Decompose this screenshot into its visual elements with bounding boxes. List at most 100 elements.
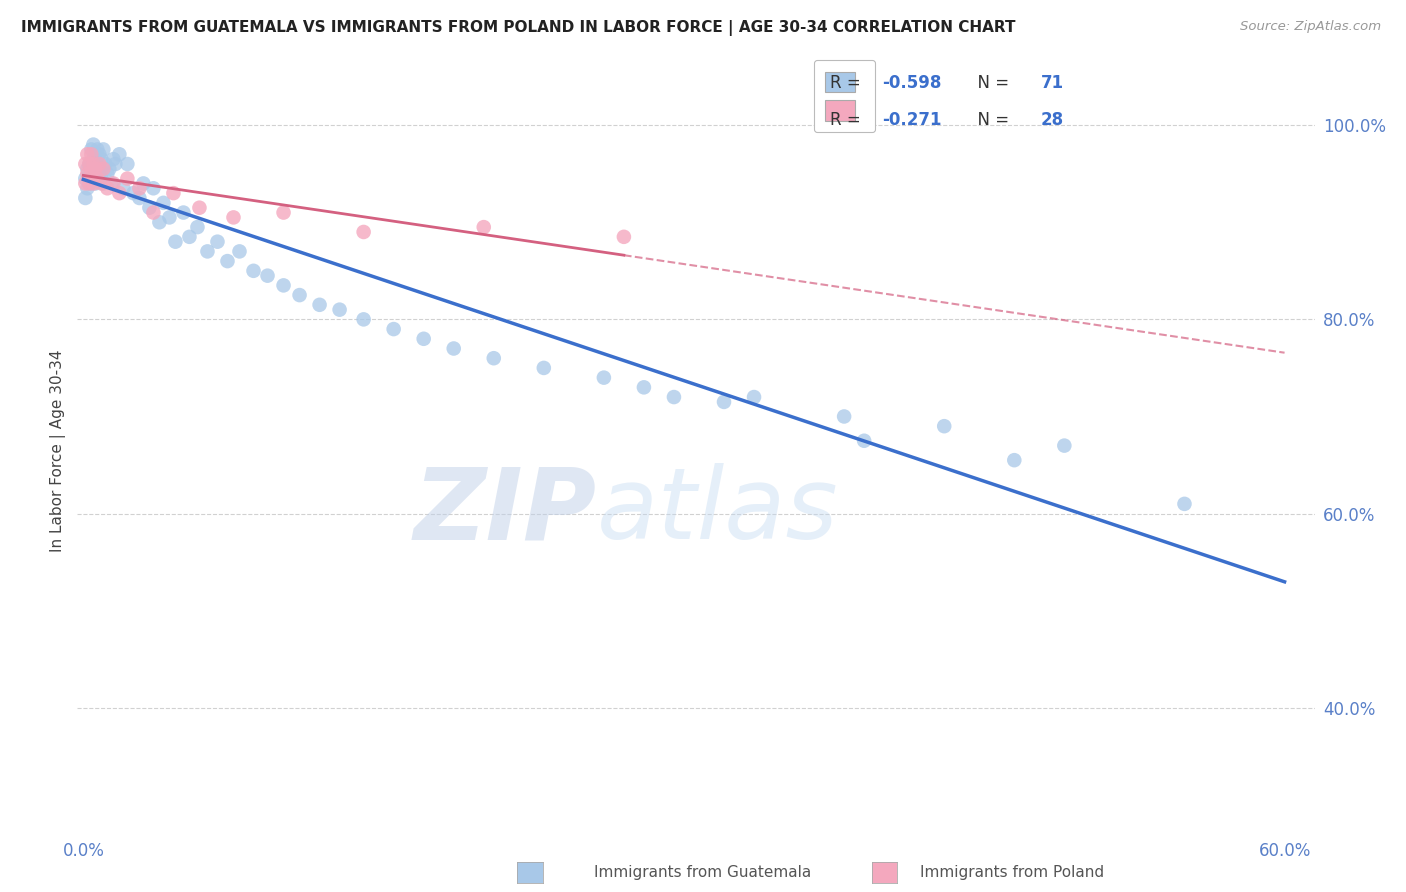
- Point: [853, 434, 876, 448]
- Text: 28: 28: [1040, 111, 1064, 128]
- Point: [108, 186, 131, 201]
- Point: [82, 177, 104, 191]
- Point: [79, 157, 101, 171]
- Point: [75, 157, 97, 171]
- Point: [90, 152, 112, 166]
- Point: [84, 147, 107, 161]
- Point: [75, 177, 97, 191]
- Point: [96, 167, 118, 181]
- Point: [207, 235, 229, 249]
- Point: [93, 177, 115, 191]
- Point: [222, 211, 245, 225]
- Point: [122, 186, 145, 201]
- Legend: , : ,: [814, 60, 876, 132]
- Point: [94, 157, 117, 171]
- Point: [273, 205, 295, 219]
- Point: [90, 177, 112, 191]
- Text: N =: N =: [966, 111, 1014, 128]
- Point: [165, 235, 187, 249]
- Point: [353, 312, 375, 326]
- Point: [112, 181, 135, 195]
- Point: [142, 181, 165, 195]
- Point: [633, 380, 655, 394]
- Point: [308, 298, 330, 312]
- Point: [104, 157, 127, 171]
- Point: [79, 177, 101, 191]
- Text: R =: R =: [831, 111, 866, 128]
- Text: ZIP: ZIP: [413, 463, 598, 560]
- Point: [353, 225, 375, 239]
- Point: [80, 171, 103, 186]
- Point: [1173, 497, 1195, 511]
- Point: [186, 220, 208, 235]
- Point: [93, 161, 115, 176]
- Point: [172, 205, 194, 219]
- Point: [103, 177, 125, 191]
- Point: [138, 201, 160, 215]
- Point: [76, 167, 98, 181]
- Point: [86, 171, 108, 186]
- Point: [76, 181, 98, 195]
- Point: [117, 157, 139, 171]
- Point: [242, 264, 264, 278]
- Point: [79, 177, 101, 191]
- Point: [1053, 439, 1076, 453]
- Point: [533, 360, 555, 375]
- Point: [82, 152, 104, 166]
- Point: [443, 342, 465, 356]
- Point: [75, 191, 97, 205]
- Point: [592, 370, 614, 384]
- Point: [90, 171, 112, 186]
- Point: [103, 152, 125, 166]
- Text: atlas: atlas: [598, 463, 838, 560]
- Point: [93, 143, 115, 157]
- Point: [482, 351, 505, 366]
- Point: [273, 278, 295, 293]
- Point: [96, 181, 118, 195]
- Point: [613, 230, 636, 244]
- Point: [86, 143, 108, 157]
- Point: [84, 177, 107, 191]
- Point: [159, 211, 181, 225]
- Point: [329, 302, 352, 317]
- Point: [86, 157, 108, 171]
- Point: [832, 409, 855, 424]
- Text: Immigrants from Guatemala: Immigrants from Guatemala: [595, 865, 811, 880]
- Point: [80, 143, 103, 157]
- Y-axis label: In Labor Force | Age 30-34: In Labor Force | Age 30-34: [51, 349, 66, 552]
- Point: [100, 177, 122, 191]
- Point: [934, 419, 956, 434]
- Point: [288, 288, 311, 302]
- Text: IMMIGRANTS FROM GUATEMALA VS IMMIGRANTS FROM POLAND IN LABOR FORCE | AGE 30-34 C: IMMIGRANTS FROM GUATEMALA VS IMMIGRANTS …: [21, 20, 1015, 36]
- Point: [89, 147, 111, 161]
- Point: [472, 220, 495, 235]
- Point: [80, 167, 103, 181]
- Point: [86, 171, 108, 186]
- Point: [228, 244, 250, 259]
- Point: [412, 332, 434, 346]
- Point: [108, 147, 131, 161]
- Point: [1002, 453, 1025, 467]
- Point: [197, 244, 219, 259]
- Point: [179, 230, 201, 244]
- Text: N =: N =: [966, 74, 1014, 92]
- Point: [76, 147, 98, 161]
- Point: [142, 205, 165, 219]
- Point: [382, 322, 405, 336]
- Point: [256, 268, 278, 283]
- Point: [75, 171, 97, 186]
- Point: [132, 177, 155, 191]
- Text: Immigrants from Poland: Immigrants from Poland: [921, 865, 1104, 880]
- Point: [80, 147, 103, 161]
- Point: [128, 181, 150, 195]
- Point: [217, 254, 239, 268]
- Text: -0.271: -0.271: [883, 111, 942, 128]
- Text: R =: R =: [831, 74, 866, 92]
- Point: [84, 161, 107, 176]
- Point: [742, 390, 765, 404]
- Point: [76, 161, 98, 176]
- Point: [162, 186, 184, 201]
- Point: [89, 157, 111, 171]
- Point: [82, 137, 104, 152]
- Point: [89, 167, 111, 181]
